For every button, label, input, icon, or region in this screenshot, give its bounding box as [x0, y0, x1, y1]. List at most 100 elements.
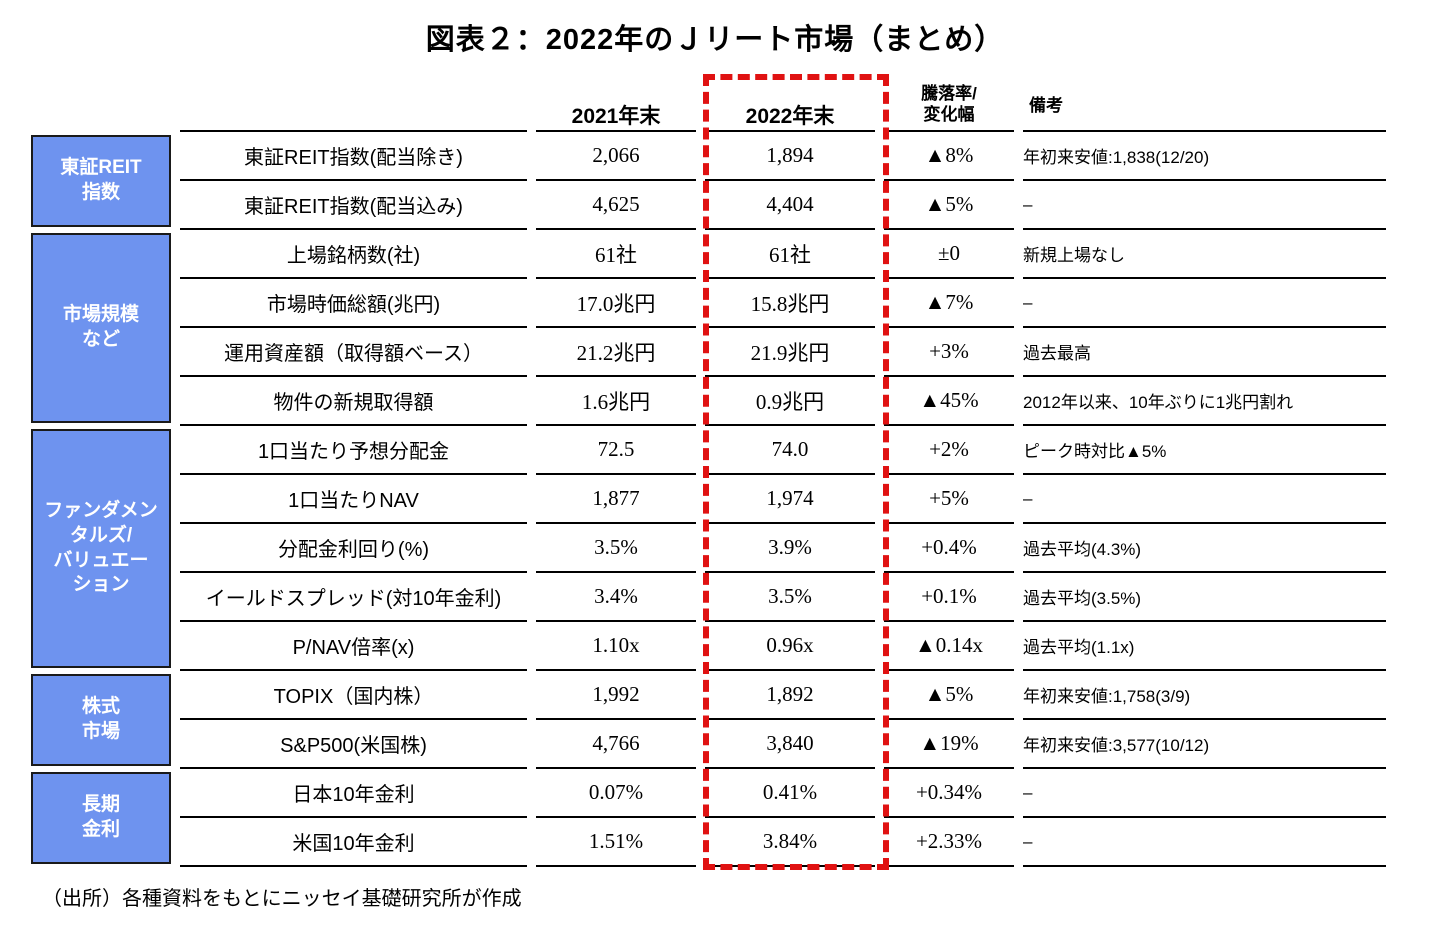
value-2022: 3.9%	[705, 524, 875, 573]
row-label: P/NAV倍率(x)	[180, 622, 527, 671]
change-value: +2%	[884, 426, 1014, 475]
value-2021: 1,877	[536, 475, 696, 524]
table-row: 東証REIT 指数 東証REIT指数(配当除き) 2,066 1,894 ▲8%…	[31, 132, 1386, 227]
value-2021: 21.2兆円	[536, 328, 696, 377]
remark: 年初来安値:1,838(12/20)	[1023, 132, 1386, 181]
change-value: ±0	[884, 230, 1014, 279]
row-label: 1口当たり予想分配金	[180, 426, 527, 475]
row-group-fundamentals-valuation: ファンダメン タルズ/ バリュエー ション	[31, 426, 171, 671]
source-note: （出所）各種資料をもとにニッセイ基礎研究所が作成	[42, 888, 522, 910]
change-value: +0.1%	[884, 573, 1014, 622]
table-row: 物件の新規取得額 1.6兆円 0.9兆円 ▲45% 2012年以来、10年ぶりに…	[31, 377, 1386, 426]
value-2021: 1.6兆円	[536, 377, 696, 426]
table-row: 市場時価総額(兆円) 17.0兆円 15.8兆円 ▲7% –	[31, 279, 1386, 328]
column-header-2021: 2021年末	[536, 72, 696, 132]
row-label: 物件の新規取得額	[180, 377, 527, 426]
row-label: 上場銘柄数(社)	[180, 230, 527, 279]
change-value: ▲45%	[884, 377, 1014, 426]
remark: –	[1023, 818, 1386, 867]
summary-table: 2021年末 2022年末 騰落率/ 変化幅 備考 東証REIT 指数 東証RE…	[22, 72, 1395, 867]
value-2022: 0.9兆円	[705, 377, 875, 426]
row-group-label: 東証REIT 指数	[31, 135, 171, 227]
table-row: S&P500(米国株) 4,766 3,840 ▲19% 年初来安値:3,577…	[31, 720, 1386, 769]
row-group-label: 株式 市場	[31, 674, 171, 766]
row-group-stock-market: 株式 市場	[31, 671, 171, 769]
change-value: ▲5%	[884, 181, 1014, 230]
value-2022: 3,840	[705, 720, 875, 769]
row-label: 1口当たりNAV	[180, 475, 527, 524]
value-2021: 0.07%	[536, 769, 696, 818]
remark: 2012年以来、10年ぶりに1兆円割れ	[1023, 377, 1386, 426]
change-value: +0.34%	[884, 769, 1014, 818]
value-2022: 0.41%	[705, 769, 875, 818]
value-2022: 0.96x	[705, 622, 875, 671]
row-label: TOPIX（国内株）	[180, 671, 527, 720]
table-row: 長期 金利 日本10年金利 0.07% 0.41% +0.34% –	[31, 769, 1386, 864]
row-label: 東証REIT指数(配当除き)	[180, 132, 527, 181]
row-group-label: 長期 金利	[31, 772, 171, 864]
change-value: ▲19%	[884, 720, 1014, 769]
column-header-change: 騰落率/ 変化幅	[884, 72, 1014, 132]
row-label: 運用資産額（取得額ベース）	[180, 328, 527, 377]
remark: –	[1023, 181, 1386, 230]
change-value: ▲7%	[884, 279, 1014, 328]
row-group-market-size: 市場規模 など	[31, 230, 171, 426]
header-label-spacer	[180, 72, 527, 132]
column-header-2022: 2022年末	[705, 72, 875, 132]
value-2021: 1,992	[536, 671, 696, 720]
table-row: ファンダメン タルズ/ バリュエー ション 1口当たり予想分配金 72.5 74…	[31, 426, 1386, 668]
row-group-tse-reit-index: 東証REIT 指数	[31, 132, 171, 230]
header-row: 2021年末 2022年末 騰落率/ 変化幅 備考	[31, 72, 1386, 132]
row-label: 分配金利回り(%)	[180, 524, 527, 573]
column-header-remark: 備考	[1023, 72, 1386, 132]
row-group-label: ファンダメン タルズ/ バリュエー ション	[31, 429, 171, 668]
remark: 過去平均(4.3%)	[1023, 524, 1386, 573]
value-2022: 3.5%	[705, 573, 875, 622]
remark: ピーク時対比▲5%	[1023, 426, 1386, 475]
remark: 過去平均(1.1x)	[1023, 622, 1386, 671]
value-2022: 1,894	[705, 132, 875, 181]
row-label: 市場時価総額(兆円)	[180, 279, 527, 328]
row-label: 米国10年金利	[180, 818, 527, 867]
remark: 新規上場なし	[1023, 230, 1386, 279]
value-2021: 72.5	[536, 426, 696, 475]
row-label: S&P500(米国株)	[180, 720, 527, 769]
header-group-spacer	[31, 72, 171, 132]
table-row: イールドスプレッド(対10年金利) 3.4% 3.5% +0.1% 過去平均(3…	[31, 573, 1386, 622]
remark: 過去最高	[1023, 328, 1386, 377]
value-2021: 4,625	[536, 181, 696, 230]
remark: –	[1023, 769, 1386, 818]
remark: –	[1023, 279, 1386, 328]
value-2021: 3.5%	[536, 524, 696, 573]
remark: –	[1023, 475, 1386, 524]
value-2022: 1,974	[705, 475, 875, 524]
remark: 年初来安値:3,577(10/12)	[1023, 720, 1386, 769]
value-2022: 3.84%	[705, 818, 875, 867]
change-value: ▲5%	[884, 671, 1014, 720]
change-value: +0.4%	[884, 524, 1014, 573]
value-2022: 61社	[705, 230, 875, 279]
table-row: 米国10年金利 1.51% 3.84% +2.33% –	[31, 818, 1386, 867]
remark: 年初来安値:1,758(3/9)	[1023, 671, 1386, 720]
table-row: 分配金利回り(%) 3.5% 3.9% +0.4% 過去平均(4.3%)	[31, 524, 1386, 573]
value-2021: 2,066	[536, 132, 696, 181]
change-value: ▲0.14x	[884, 622, 1014, 671]
value-2021: 4,766	[536, 720, 696, 769]
value-2022: 4,404	[705, 181, 875, 230]
row-label: 日本10年金利	[180, 769, 527, 818]
value-2021: 1.10x	[536, 622, 696, 671]
table-row: 市場規模 など 上場銘柄数(社) 61社 61社 ±0 新規上場なし	[31, 230, 1386, 423]
remark: 過去平均(3.5%)	[1023, 573, 1386, 622]
row-group-long-term-rates: 長期 金利	[31, 769, 171, 867]
value-2021: 61社	[536, 230, 696, 279]
value-2022: 74.0	[705, 426, 875, 475]
change-value: ▲8%	[884, 132, 1014, 181]
row-label: 東証REIT指数(配当込み)	[180, 181, 527, 230]
table-row: 東証REIT指数(配当込み) 4,625 4,404 ▲5% –	[31, 181, 1386, 230]
table-row: 運用資産額（取得額ベース） 21.2兆円 21.9兆円 +3% 過去最高	[31, 328, 1386, 377]
change-value: +2.33%	[884, 818, 1014, 867]
row-label: イールドスプレッド(対10年金利)	[180, 573, 527, 622]
value-2022: 15.8兆円	[705, 279, 875, 328]
value-2021: 17.0兆円	[536, 279, 696, 328]
